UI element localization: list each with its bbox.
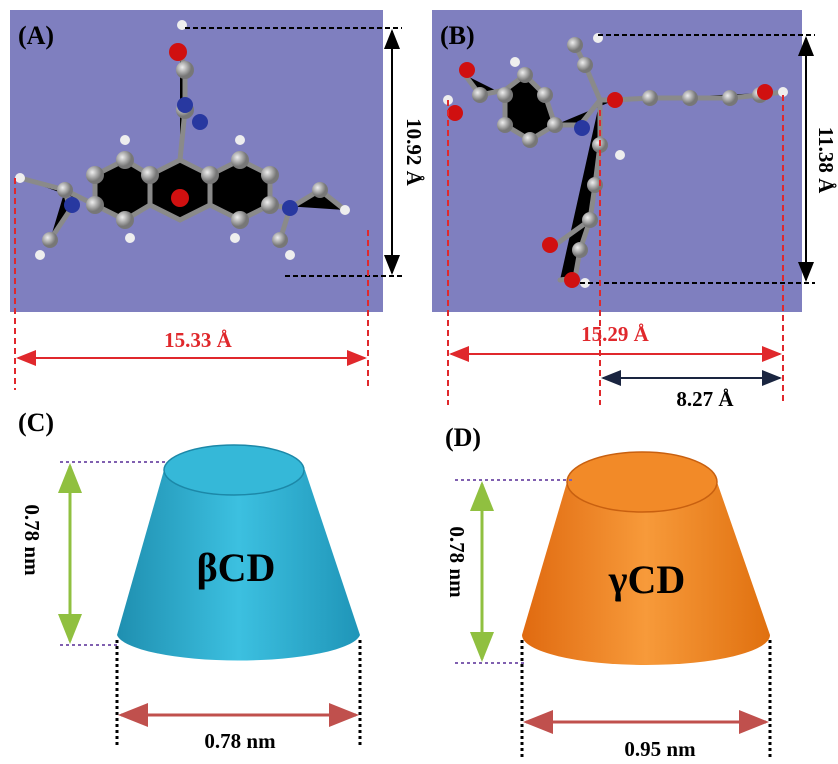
width-label: 15.33 Å (164, 328, 233, 352)
panel-a-bg (10, 10, 383, 312)
partial-width-label: 8.27 Å (676, 387, 734, 411)
panel-label: (D) (445, 423, 481, 452)
cone-name: βCD (197, 545, 276, 590)
height-label: 10.92 Å (402, 118, 426, 187)
panel-label: (B) (440, 21, 475, 50)
panel-label: (A) (18, 21, 54, 50)
width-label: 0.78 nm (204, 729, 276, 753)
panel-label: (C) (18, 408, 54, 437)
height-label: 11.38 Å (814, 127, 838, 194)
figure: (A) 10.92 Å 15.33 Å (B) 11.38 Å 15.29 Å … (0, 0, 838, 764)
width-label: 15.29 Å (581, 322, 650, 346)
cone-name: γCD (608, 557, 685, 602)
height-label: 0.78 nm (20, 504, 44, 576)
panel-b-bg (432, 10, 802, 312)
width-label: 0.95 nm (624, 737, 696, 761)
height-label: 0.78 nm (445, 526, 469, 598)
